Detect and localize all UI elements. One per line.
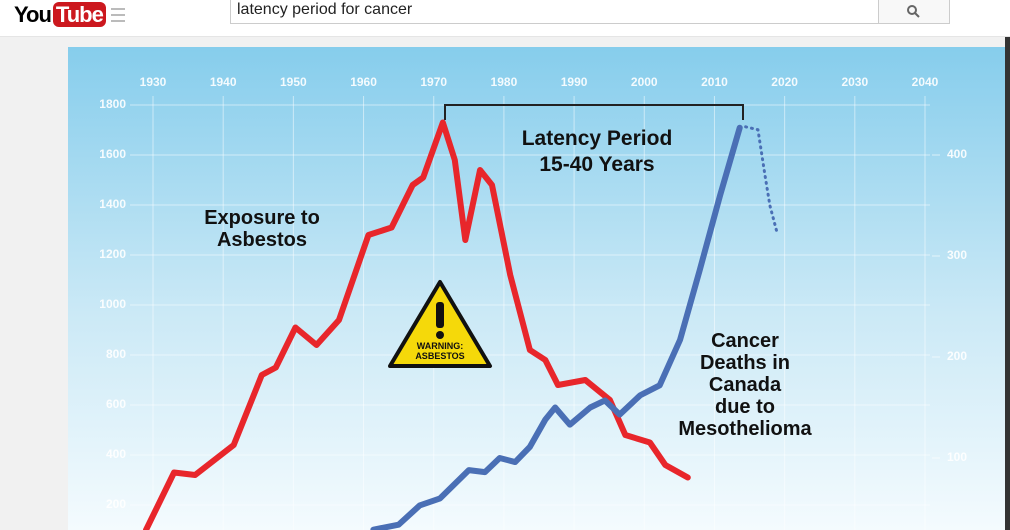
series-label: Exposure to Asbestos	[204, 207, 320, 251]
series-label: Cancer Deaths in Canada due to Mesotheli…	[678, 330, 812, 440]
x-tick-label: 1930	[140, 75, 167, 89]
x-tick-label: 1960	[350, 75, 377, 89]
series-line	[370, 124, 743, 530]
x-tick-label: 1950	[280, 75, 307, 89]
y2-tick-label: 100	[947, 450, 967, 464]
latency-bracket	[444, 104, 744, 120]
y-tick-label: 1600	[99, 147, 126, 161]
search-box[interactable]: latency period for cancer	[230, 0, 884, 24]
x-tick-label: 2040	[912, 75, 939, 89]
y-tick-label: 600	[106, 397, 126, 411]
annotation: Latency Period 15-40 Years	[521, 127, 673, 176]
y-tick-label: 1000	[99, 297, 126, 311]
search-icon	[907, 5, 920, 18]
logo[interactable]: You Tube	[14, 2, 106, 28]
warning-text: WARNING: ASBESTOS	[415, 341, 465, 361]
y-tick-label: 1800	[99, 97, 126, 111]
y2-tick-label: 200	[947, 349, 967, 363]
logo-tube: Tube	[52, 2, 106, 27]
x-tick-label: 1980	[491, 75, 518, 89]
y-tick-label: 800	[106, 347, 126, 361]
x-tick-label: 2010	[701, 75, 728, 89]
warning-sign	[388, 280, 492, 368]
y2-tick-label: 300	[947, 248, 967, 262]
x-tick-label: 1990	[561, 75, 588, 89]
video-frame[interactable]	[68, 47, 1006, 530]
x-tick-label: 1970	[420, 75, 447, 89]
y-tick-label: 1400	[99, 197, 126, 211]
series-line	[142, 119, 691, 530]
x-tick-label: 2020	[771, 75, 798, 89]
search-button[interactable]	[878, 0, 950, 24]
logo-you: You	[14, 2, 52, 27]
x-tick-label: 1940	[210, 75, 237, 89]
x-tick-label: 2000	[631, 75, 658, 89]
y2-tick-label: 400	[947, 147, 967, 161]
top-bar: You Tube latency period for cancer	[0, 0, 1010, 37]
frame-edge	[1005, 37, 1010, 530]
y-tick-label: 1200	[99, 247, 126, 261]
y-tick-label: 400	[106, 447, 126, 461]
series-line	[738, 125, 780, 237]
x-tick-label: 2030	[841, 75, 868, 89]
menu-icon[interactable]	[111, 8, 125, 22]
y-tick-label: 200	[106, 497, 126, 511]
